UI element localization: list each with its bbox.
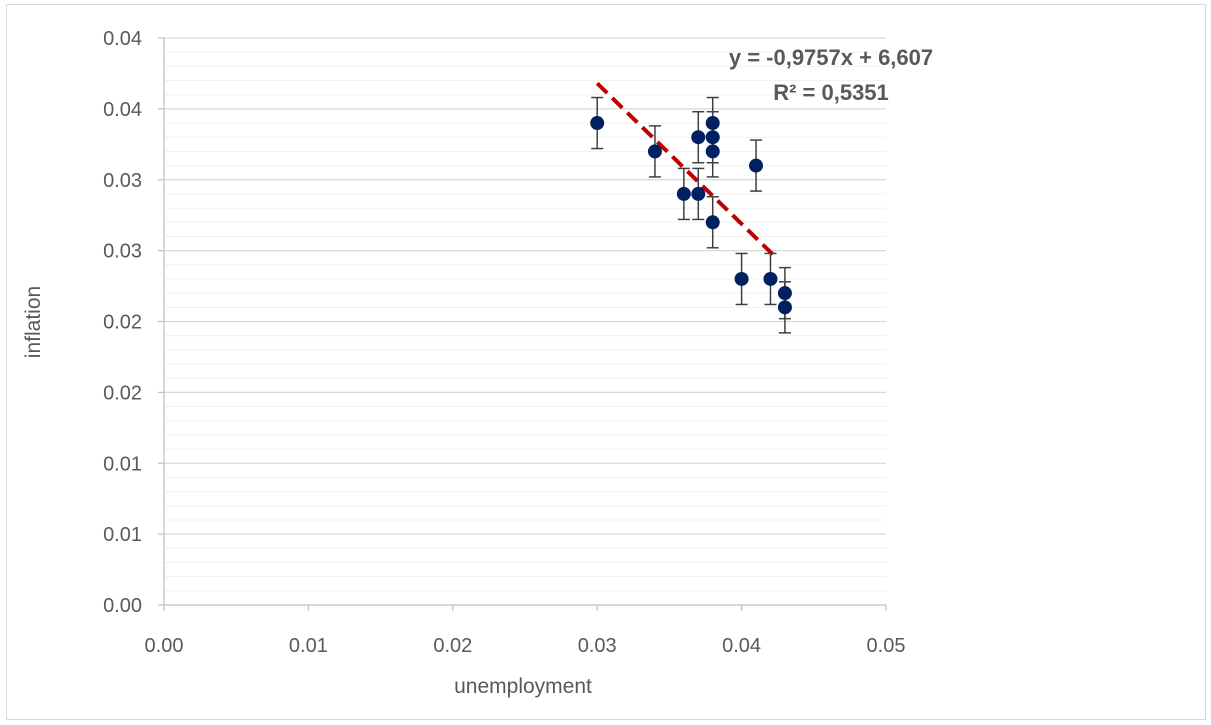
x-tick-label: 0.01 (289, 635, 328, 657)
data-point (777, 286, 792, 301)
data-point (705, 144, 720, 159)
x-tick-label: 0.00 (145, 635, 184, 657)
data-point (763, 271, 778, 286)
data-point (647, 144, 662, 159)
data-point (777, 300, 792, 315)
error-bars (591, 96, 791, 334)
data-point (691, 186, 706, 201)
trendline-equation: y = -0,9757x + 6,607 (729, 45, 933, 70)
data-point (691, 130, 706, 145)
x-tick-label: 0.03 (578, 635, 617, 657)
data-point (705, 116, 720, 131)
x-tick-label: 0.02 (433, 635, 472, 657)
data-point (705, 130, 720, 145)
y-tick-label: 0.02 (103, 312, 142, 334)
x-tick-label: 0.04 (722, 635, 761, 657)
data-point (705, 215, 720, 230)
data-point (676, 186, 691, 201)
trendline (595, 81, 780, 261)
y-tick-label: 0.03 (103, 170, 142, 192)
x-tick-labels: 0.00 0.01 0.02 0.03 0.04 0.05 (145, 635, 906, 657)
y-tick-label: 0.00 (103, 595, 142, 617)
y-tick-label: 0.01 (103, 524, 142, 546)
y-tick-label: 0.02 (103, 382, 142, 404)
data-point (749, 158, 764, 173)
y-tick-label: 0.01 (103, 453, 142, 475)
y-tick-label: 0.04 (103, 28, 142, 50)
data-points (590, 116, 792, 315)
trendline-group (595, 81, 780, 261)
x-tick-label: 0.05 (867, 635, 906, 657)
y-tick-label: 0.04 (103, 99, 142, 121)
y-tick-label: 0.03 (103, 241, 142, 263)
major-gridlines (164, 37, 886, 535)
x-axis-title: unemployment (454, 675, 592, 698)
axes (158, 37, 887, 611)
data-point (590, 116, 605, 131)
minor-gridlines (164, 51, 886, 592)
y-axis-title: inflation (22, 286, 45, 358)
y-tick-labels: 0.00 0.01 0.01 0.02 0.02 0.03 0.03 0.04 0.04 (103, 28, 142, 617)
data-point (734, 271, 749, 286)
trendline-r-squared: R² = 0,5351 (773, 80, 889, 105)
